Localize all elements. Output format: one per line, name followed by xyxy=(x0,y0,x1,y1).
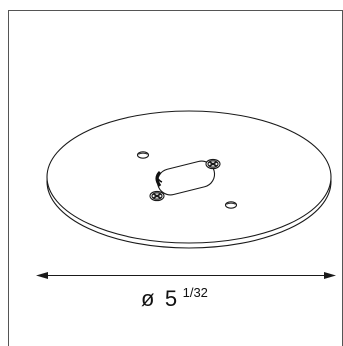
slot-hole-bottom xyxy=(224,201,238,209)
slot-hole-top xyxy=(136,151,150,159)
plate-top-surface xyxy=(46,110,332,244)
dimension-label: ø 5 1/32 xyxy=(141,285,208,311)
diameter-symbol: ø xyxy=(141,286,154,311)
mounting-plate xyxy=(46,110,332,249)
screw-left xyxy=(149,190,165,202)
dimension-fraction: 1/32 xyxy=(183,285,208,300)
screw-right xyxy=(205,158,221,170)
opening-lip-shadow xyxy=(156,176,163,183)
arrowhead-left xyxy=(36,272,48,279)
dimension-line xyxy=(36,272,336,279)
dimension-whole: 5 xyxy=(165,286,177,311)
arrowhead-right xyxy=(324,272,336,279)
